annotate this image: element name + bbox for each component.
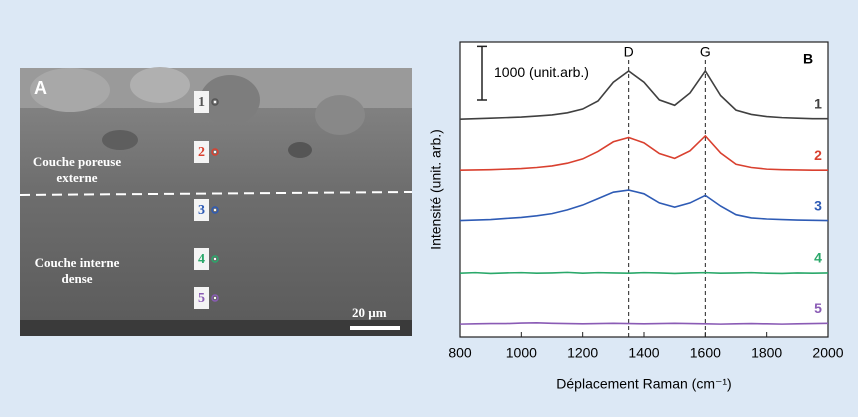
point-label: 4 [198,252,205,267]
point-center [214,209,216,211]
scale-bar-label: 20 µm [352,305,387,321]
x-tick-label: 1000 [506,345,537,361]
y-axis-label: Intensité (unit. arb.) [428,129,444,250]
series-label: 4 [814,250,822,266]
x-tick-label: 1400 [628,345,659,361]
point-label: 2 [198,145,205,160]
point-center [214,297,216,299]
layer-label: Couche interne dense [22,255,132,287]
x-tick-label: 2000 [812,345,843,361]
x-tick-label: 1800 [751,345,782,361]
x-tick-label: 1200 [567,345,598,361]
layer-label: Couche poreuse externe [22,154,132,186]
figure: 1 2 3 4 5 800 1000 1200 1400 1600 1800 2000 Déplacem… [0,0,858,417]
point-label: 1 [198,95,205,110]
point-center [214,151,216,153]
series-label: 3 [814,197,822,213]
panel-label: A [34,78,47,99]
series-line [460,272,828,273]
chart: 1 2 3 4 5 800 1000 1200 1400 1600 1800 2000 Déplacem… [0,0,858,417]
point-label: 5 [198,291,205,306]
point-label: 3 [198,203,205,218]
peak-label: D [624,44,634,60]
series-label: 1 [814,95,822,111]
scale-bar-label: 1000 (unit.arb.) [494,64,589,80]
x-axis-label: Déplacement Raman (cm⁻¹) [556,376,731,392]
peak-label: G [700,44,711,60]
point-center [214,101,216,103]
series-label: 2 [814,147,822,163]
point-center [214,258,216,260]
x-tick-label: 800 [448,345,472,361]
plot-area [460,42,828,337]
x-tick-label: 1600 [690,345,721,361]
panel-label: B [803,51,813,67]
series-label: 5 [814,300,822,316]
